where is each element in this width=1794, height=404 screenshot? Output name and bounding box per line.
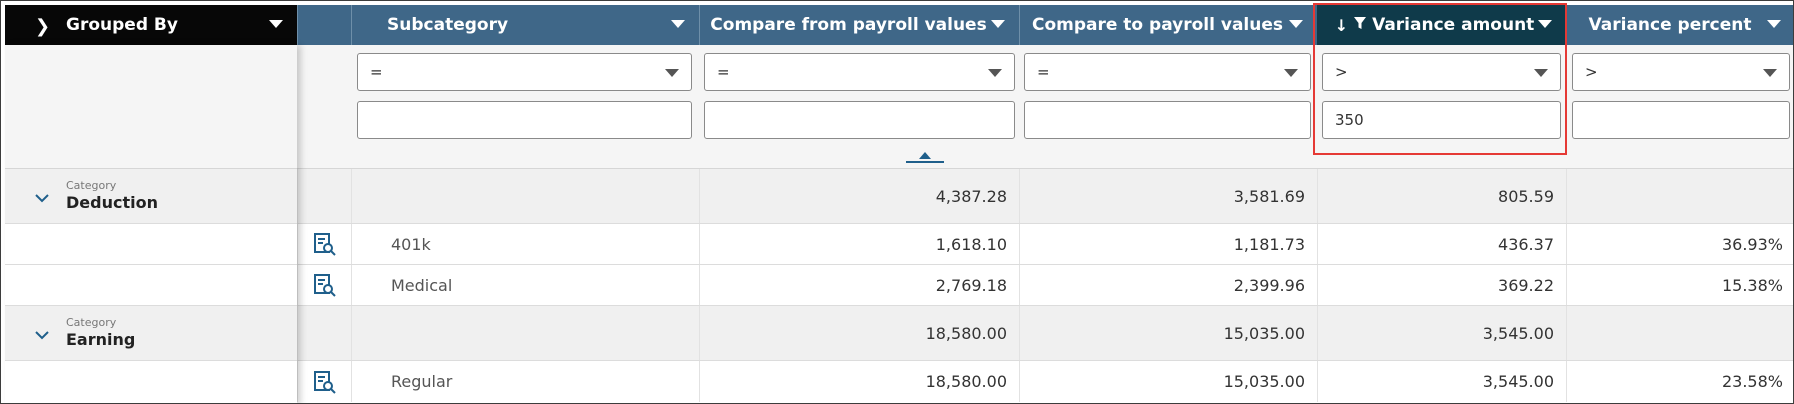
- grouped-by-header[interactable]: ❯ Grouped By: [5, 5, 297, 45]
- chevron-down-icon: [665, 69, 679, 77]
- group-category-value: Earning: [66, 330, 136, 349]
- variance-percent-cell: [1566, 169, 1793, 223]
- subcategory-column-header[interactable]: Subcategory: [351, 5, 699, 45]
- compare-to-cell: 15,035.00: [1019, 361, 1317, 402]
- subcategory-cell: Regular: [351, 361, 699, 402]
- operator-value: =: [717, 63, 730, 81]
- chevron-down-icon: [1534, 69, 1548, 77]
- chevron-down-icon: [1763, 69, 1777, 77]
- dropdown-caret-icon[interactable]: [269, 20, 283, 28]
- variance-amount-cell: 436.37: [1317, 224, 1566, 264]
- variance-percent-header-label: Variance percent: [1588, 15, 1752, 35]
- variance-percent-filter-input[interactable]: [1572, 101, 1790, 139]
- table-row: 401k 1,618.10 1,181.73 436.37 36.93%: [5, 224, 1793, 265]
- filter-active-icon: [1354, 16, 1367, 34]
- chevron-down-icon[interactable]: [35, 193, 49, 203]
- group-category-label: Category: [66, 179, 117, 192]
- group-row: Category Earning 18,580.00 15,035.00 3,5…: [5, 306, 1793, 361]
- dropdown-caret-icon[interactable]: [1538, 20, 1552, 28]
- sort-toggle[interactable]: [906, 151, 944, 163]
- compare-from-column-header[interactable]: Compare from payroll values: [699, 5, 1019, 45]
- dropdown-caret-icon[interactable]: [991, 20, 1005, 28]
- variance-amount-column-header[interactable]: ↓ Variance amount: [1317, 5, 1566, 45]
- variance-amount-cell: 369.22: [1317, 265, 1566, 305]
- icon-cell: [297, 224, 351, 264]
- document-search-icon[interactable]: [313, 370, 337, 394]
- dropdown-caret-icon[interactable]: [671, 20, 685, 28]
- variance-amount-operator-select[interactable]: >: [1322, 53, 1561, 91]
- group-cell: [5, 265, 297, 305]
- compare-from-cell: 18,580.00: [699, 306, 1019, 360]
- variance-percent-column-header[interactable]: Variance percent: [1566, 5, 1793, 45]
- dropdown-caret-icon[interactable]: [1767, 20, 1781, 28]
- variance-percent-cell: 15.38%: [1566, 265, 1793, 305]
- group-cell: [5, 361, 297, 402]
- compare-to-cell: 2,399.96: [1019, 265, 1317, 305]
- chevron-right-icon[interactable]: ❯: [35, 16, 51, 37]
- icon-cell: [297, 169, 351, 223]
- compare-from-header-label: Compare from payroll values: [710, 15, 987, 35]
- compare-from-operator-select[interactable]: =: [704, 53, 1015, 91]
- subcategory-cell: [351, 306, 699, 360]
- chevron-down-icon: [1284, 69, 1298, 77]
- subcategory-header-label: Subcategory: [387, 15, 509, 35]
- compare-to-filter-input[interactable]: [1024, 101, 1311, 139]
- operator-value: =: [370, 63, 383, 81]
- dropdown-caret-icon[interactable]: [1289, 20, 1303, 28]
- sort-underline: [906, 161, 944, 163]
- compare-to-operator-select[interactable]: =: [1024, 53, 1311, 91]
- compare-from-cell: 2,769.18: [699, 265, 1019, 305]
- subcategory-cell: Medical: [351, 265, 699, 305]
- document-search-icon[interactable]: [313, 232, 337, 256]
- variance-percent-operator-select[interactable]: >: [1572, 53, 1790, 91]
- table-row: Regular 18,580.00 15,035.00 3,545.00 23.…: [5, 361, 1793, 402]
- compare-to-column-header[interactable]: Compare to payroll values: [1019, 5, 1317, 45]
- compare-to-cell: 1,181.73: [1019, 224, 1317, 264]
- variance-amount-cell: 3,545.00: [1317, 361, 1566, 402]
- subcategory-cell: 401k: [351, 224, 699, 264]
- group-cell: [5, 224, 297, 264]
- operator-value: >: [1585, 63, 1598, 81]
- group-cell: Category Deduction: [5, 169, 297, 223]
- variance-amount-cell: 3,545.00: [1317, 306, 1566, 360]
- caret-up-icon: [919, 152, 931, 159]
- subcategory-cell: [351, 169, 699, 223]
- group-row: Category Deduction 4,387.28 3,581.69 805…: [5, 169, 1793, 224]
- compare-to-header-label: Compare to payroll values: [1031, 15, 1284, 35]
- variance-amount-filter-input[interactable]: 350: [1322, 101, 1561, 139]
- table-row: Medical 2,769.18 2,399.96 369.22 15.38%: [5, 265, 1793, 306]
- operator-value: >: [1335, 63, 1348, 81]
- operator-value: =: [1037, 63, 1050, 81]
- variance-percent-cell: 36.93%: [1566, 224, 1793, 264]
- grouped-by-label: Grouped By: [66, 15, 178, 35]
- compare-from-filter-input[interactable]: [704, 101, 1015, 139]
- subcategory-filter-input[interactable]: [357, 101, 692, 139]
- compare-from-cell: 18,580.00: [699, 361, 1019, 402]
- sort-descending-icon: ↓: [1334, 15, 1349, 35]
- icon-cell: [297, 306, 351, 360]
- icon-cell: [297, 265, 351, 305]
- group-category-value: Deduction: [66, 193, 158, 212]
- variance-amount-header-label: Variance amount: [1372, 15, 1535, 35]
- chevron-down-icon: [988, 69, 1002, 77]
- compare-from-cell: 4,387.28: [699, 169, 1019, 223]
- chevron-down-icon[interactable]: [35, 330, 49, 340]
- group-category-label: Category: [66, 316, 117, 329]
- variance-amount-cell: 805.59: [1317, 169, 1566, 223]
- variance-percent-cell: [1566, 306, 1793, 360]
- compare-from-cell: 1,618.10: [699, 224, 1019, 264]
- variance-percent-cell: 23.58%: [1566, 361, 1793, 402]
- icon-cell: [297, 361, 351, 402]
- icon-column-header: [297, 5, 351, 45]
- compare-to-cell: 3,581.69: [1019, 169, 1317, 223]
- group-cell: Category Earning: [5, 306, 297, 360]
- subcategory-operator-select[interactable]: =: [357, 53, 692, 91]
- document-search-icon[interactable]: [313, 273, 337, 297]
- compare-to-cell: 15,035.00: [1019, 306, 1317, 360]
